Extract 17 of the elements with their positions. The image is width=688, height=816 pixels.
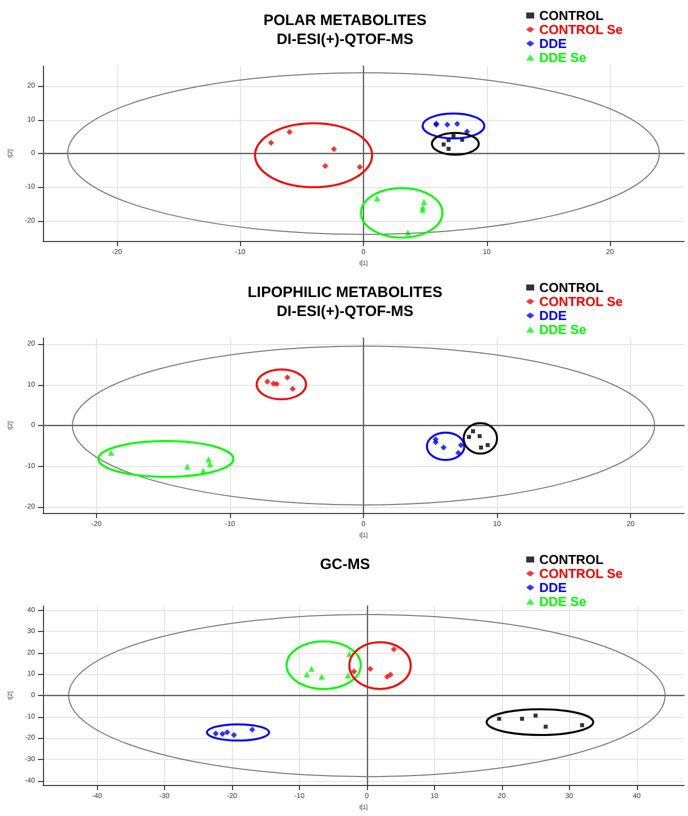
legend-label: CONTROL	[539, 552, 604, 567]
chart-title: LIPOPHILIC METABOLITES	[248, 284, 442, 301]
legend-label: CONTROL	[539, 280, 604, 295]
legend-label: DDE	[539, 308, 567, 323]
legend-label: DDE	[539, 36, 567, 51]
legend-label: CONTROL Se	[539, 566, 623, 581]
legend-label: DDE Se	[539, 594, 586, 609]
legend-label: CONTROL Se	[539, 22, 623, 37]
legend-label: CONTROL	[539, 8, 604, 23]
chart-title: POLAR METABOLITES	[263, 12, 427, 29]
chart-subtitle: DI-ESI(+)-QTOF-MS	[276, 303, 414, 320]
legend-label: DDE Se	[539, 50, 586, 65]
chart-title: GC-MS	[320, 556, 370, 573]
legend-label: CONTROL Se	[539, 294, 623, 309]
legend-label: DDE	[539, 580, 567, 595]
legend-label: DDE Se	[539, 322, 586, 337]
chart-subtitle: DI-ESI(+)-QTOF-MS	[276, 31, 414, 48]
